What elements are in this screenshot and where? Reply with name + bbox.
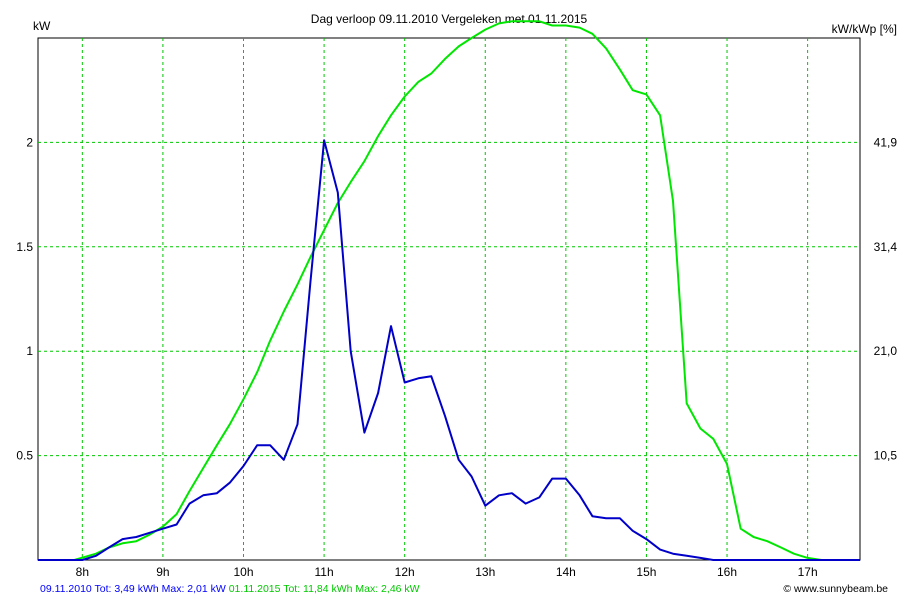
series-line-1 [38,139,860,561]
x-tick-label: 11h [315,565,334,579]
legend-series-2: 01.11.2015 Tot: 11,84 kWh Max: 2,46 kW [228,583,420,595]
footer-legend: 09.11.2010 Tot: 3,49 kWh Max: 2,01 kW 01… [40,583,420,595]
grid [38,38,860,560]
y-tick-left-label: 2 [26,135,33,149]
x-ticks: 8h 9h 10h 11h 12h 13h 14h 15h 16h 17h [76,565,818,579]
x-tick-label: 17h [798,565,818,579]
x-tick-label: 8h [76,565,89,579]
y-ticks: 0.5 1 1.5 2 10,5 21,0 31,4 41,9 [16,135,897,462]
y-tick-right-label: 41,9 [874,135,898,149]
x-tick-label: 14h [556,565,576,579]
chart-title: Dag verloop 09.11.2010 Vergeleken met 01… [311,12,588,26]
x-tick-label: 16h [717,565,737,579]
y-tick-right-label: 21,0 [874,344,898,358]
series-line-2 [38,20,860,561]
y-tick-right-label: 10,5 [874,449,898,463]
y-tick-left-label: 0.5 [16,449,33,463]
x-tick-label: 9h [156,565,169,579]
y-axis-left-label: kW [33,19,51,33]
legend-series-1: 09.11.2010 Tot: 3,49 kWh Max: 2,01 kW [40,583,226,595]
footer-credit: © www.sunnybeam.be [783,583,888,595]
plot-frame [37,37,861,561]
y-tick-left-label: 1 [26,344,33,358]
x-tick-label: 12h [395,565,415,579]
x-tick-label: 15h [636,565,656,579]
x-tick-label: 13h [475,565,495,579]
y-axis-right-label: kW/kWp [%] [832,22,897,36]
y-tick-right-label: 31,4 [874,240,898,254]
series-layer [38,20,860,561]
x-tick-label: 10h [233,565,253,579]
y-tick-left-label: 1.5 [16,240,33,254]
